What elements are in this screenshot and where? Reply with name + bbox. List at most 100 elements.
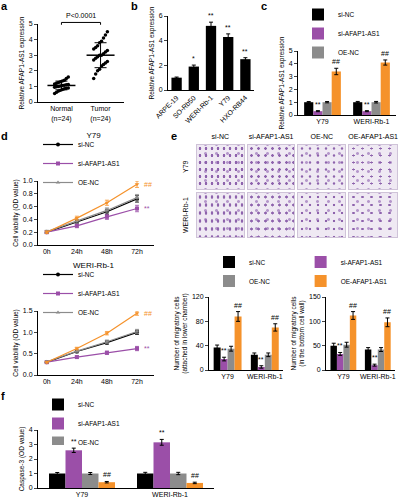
svg-text:**: ** — [337, 342, 343, 349]
svg-text:1.0: 1.0 — [23, 329, 33, 336]
svg-text:Relative AFAP1-AS1 expression: Relative AFAP1-AS1 expression — [148, 6, 156, 99]
svg-text:2: 2 — [29, 455, 33, 462]
svg-text:WERI-Rb-1: WERI-Rb-1 — [152, 491, 188, 498]
svg-text:**: ** — [208, 12, 214, 19]
svg-text:si-AFAP1-AS1: si-AFAP1-AS1 — [338, 30, 380, 37]
svg-text:si-AFAP1-AS1: si-AFAP1-AS1 — [78, 160, 120, 167]
svg-text:WERI-Rb-1: WERI-Rb-1 — [184, 94, 214, 124]
svg-text:72h: 72h — [131, 248, 143, 255]
svg-text:OE-AFAP1-AS1: OE-AFAP1-AS1 — [341, 278, 388, 285]
svg-text:Y79: Y79 — [221, 373, 234, 380]
svg-text:P<0.0001: P<0.0001 — [66, 12, 96, 19]
svg-text:OE-NC: OE-NC — [78, 439, 99, 445]
svg-text:Relative AFAP1-AS1 expression: Relative AFAP1-AS1 expression — [278, 36, 286, 129]
svg-text:**: ** — [221, 347, 227, 354]
svg-text:OE-NC: OE-NC — [78, 179, 99, 186]
svg-text:**: ** — [372, 354, 378, 361]
svg-text:3: 3 — [289, 73, 293, 80]
svg-text:6: 6 — [159, 12, 163, 19]
svg-text:##: ## — [332, 58, 340, 65]
svg-text:0: 0 — [159, 86, 163, 93]
svg-text:40: 40 — [196, 342, 204, 349]
svg-text:2: 2 — [159, 62, 163, 69]
svg-text:##: ## — [383, 308, 391, 315]
svg-text:1: 1 — [29, 470, 33, 477]
svg-text:3: 3 — [29, 52, 33, 59]
svg-text:**: ** — [364, 101, 370, 108]
svg-text:4: 4 — [159, 37, 163, 44]
svg-text:Cell viability (OD value): Cell viability (OD value) — [12, 179, 20, 247]
svg-text:1: 1 — [289, 99, 293, 106]
svg-text:4: 4 — [29, 426, 33, 433]
svg-text:72h: 72h — [131, 378, 143, 385]
svg-text:Tumor(n=24): Tumor(n=24) — [90, 105, 111, 122]
svg-text:Y79: Y79 — [86, 131, 101, 140]
svg-text:si-NC: si-NC — [78, 401, 95, 408]
svg-text:WERI-Rb-1: WERI-Rb-1 — [73, 261, 114, 270]
svg-text:1.5: 1.5 — [23, 307, 33, 314]
svg-text:5: 5 — [29, 20, 33, 27]
svg-text:ARPE-19: ARPE-19 — [154, 94, 180, 120]
svg-text:WERI-Rb-1: WERI-Rb-1 — [360, 373, 396, 380]
svg-text:5: 5 — [289, 47, 293, 54]
svg-text:Number of migratory cells(atta: Number of migratory cells(attached in lo… — [173, 293, 189, 374]
svg-text:0.2: 0.2 — [23, 229, 33, 236]
svg-text:24h: 24h — [71, 248, 83, 255]
svg-text:0.4: 0.4 — [23, 216, 33, 223]
svg-text:3: 3 — [29, 441, 33, 448]
svg-text:si-NC: si-NC — [78, 141, 95, 148]
svg-text:Y79: Y79 — [218, 94, 232, 108]
svg-text:si-NC: si-NC — [338, 11, 355, 18]
svg-text:si-AFAP1-AS1: si-AFAP1-AS1 — [78, 290, 120, 297]
svg-text:120: 120 — [192, 293, 204, 300]
svg-text:50: 50 — [313, 342, 321, 349]
svg-text:OE-NC: OE-NC — [78, 309, 99, 316]
svg-text:0.6: 0.6 — [23, 203, 33, 210]
svg-text:48h: 48h — [101, 378, 113, 385]
svg-text:150: 150 — [309, 293, 321, 300]
svg-text:Normal(n=24): Normal(n=24) — [50, 105, 73, 122]
svg-text:Caspase-3 (OD value): Caspase-3 (OD value) — [18, 427, 26, 492]
svg-text:0.5: 0.5 — [23, 350, 33, 357]
svg-text:##: ## — [381, 50, 389, 57]
svg-text:0.0: 0.0 — [23, 241, 33, 248]
svg-text:OE-NC: OE-NC — [249, 278, 270, 285]
svg-text:SO-Rb50: SO-Rb50 — [171, 94, 197, 120]
svg-text:0: 0 — [29, 484, 33, 491]
svg-text:2: 2 — [29, 67, 33, 74]
svg-text:**: ** — [242, 48, 248, 55]
svg-text:0: 0 — [29, 98, 33, 105]
svg-text:1.0: 1.0 — [23, 177, 33, 184]
svg-text:0.8: 0.8 — [23, 190, 33, 197]
svg-text:Y79: Y79 — [337, 373, 350, 380]
svg-text:WERI-Rb-1: WERI-Rb-1 — [354, 118, 390, 125]
svg-text:100: 100 — [309, 318, 321, 325]
svg-text:si-AFAP1-AS1: si-AFAP1-AS1 — [78, 420, 120, 427]
svg-text:4: 4 — [29, 36, 33, 43]
svg-text:##: ## — [103, 471, 111, 478]
svg-text:si-NC: si-NC — [78, 271, 95, 278]
svg-text:Number of migratory cells(in t: Number of migratory cells(in the bottom … — [290, 296, 306, 371]
svg-text:Cell viability (OD value): Cell viability (OD value) — [12, 309, 20, 377]
svg-text:**: ** — [71, 438, 77, 445]
svg-text:Y79: Y79 — [316, 118, 329, 125]
svg-text:0: 0 — [289, 111, 293, 118]
svg-text:Y79: Y79 — [76, 491, 89, 498]
svg-text:**: ** — [225, 24, 231, 31]
svg-text:80: 80 — [196, 318, 204, 325]
svg-text:0: 0 — [200, 366, 204, 373]
svg-text:0: 0 — [317, 366, 321, 373]
svg-text:Relative AFAP1-AS1 expression: Relative AFAP1-AS1 expression — [18, 16, 26, 109]
svg-text:WERI-Rb-1: WERI-Rb-1 — [247, 373, 283, 380]
svg-text:si-NC: si-NC — [249, 259, 266, 266]
svg-text:0.0: 0.0 — [23, 371, 33, 378]
svg-text:**: ** — [144, 345, 150, 352]
svg-text:##: ## — [144, 181, 152, 188]
svg-text:0h: 0h — [43, 378, 51, 385]
svg-text:OE-NC: OE-NC — [338, 49, 359, 56]
svg-text:##: ## — [349, 302, 357, 309]
svg-text:48h: 48h — [101, 248, 113, 255]
svg-text:2: 2 — [289, 86, 293, 93]
svg-text:24h: 24h — [71, 378, 83, 385]
svg-text:HXO-RB44: HXO-RB44 — [219, 94, 249, 124]
